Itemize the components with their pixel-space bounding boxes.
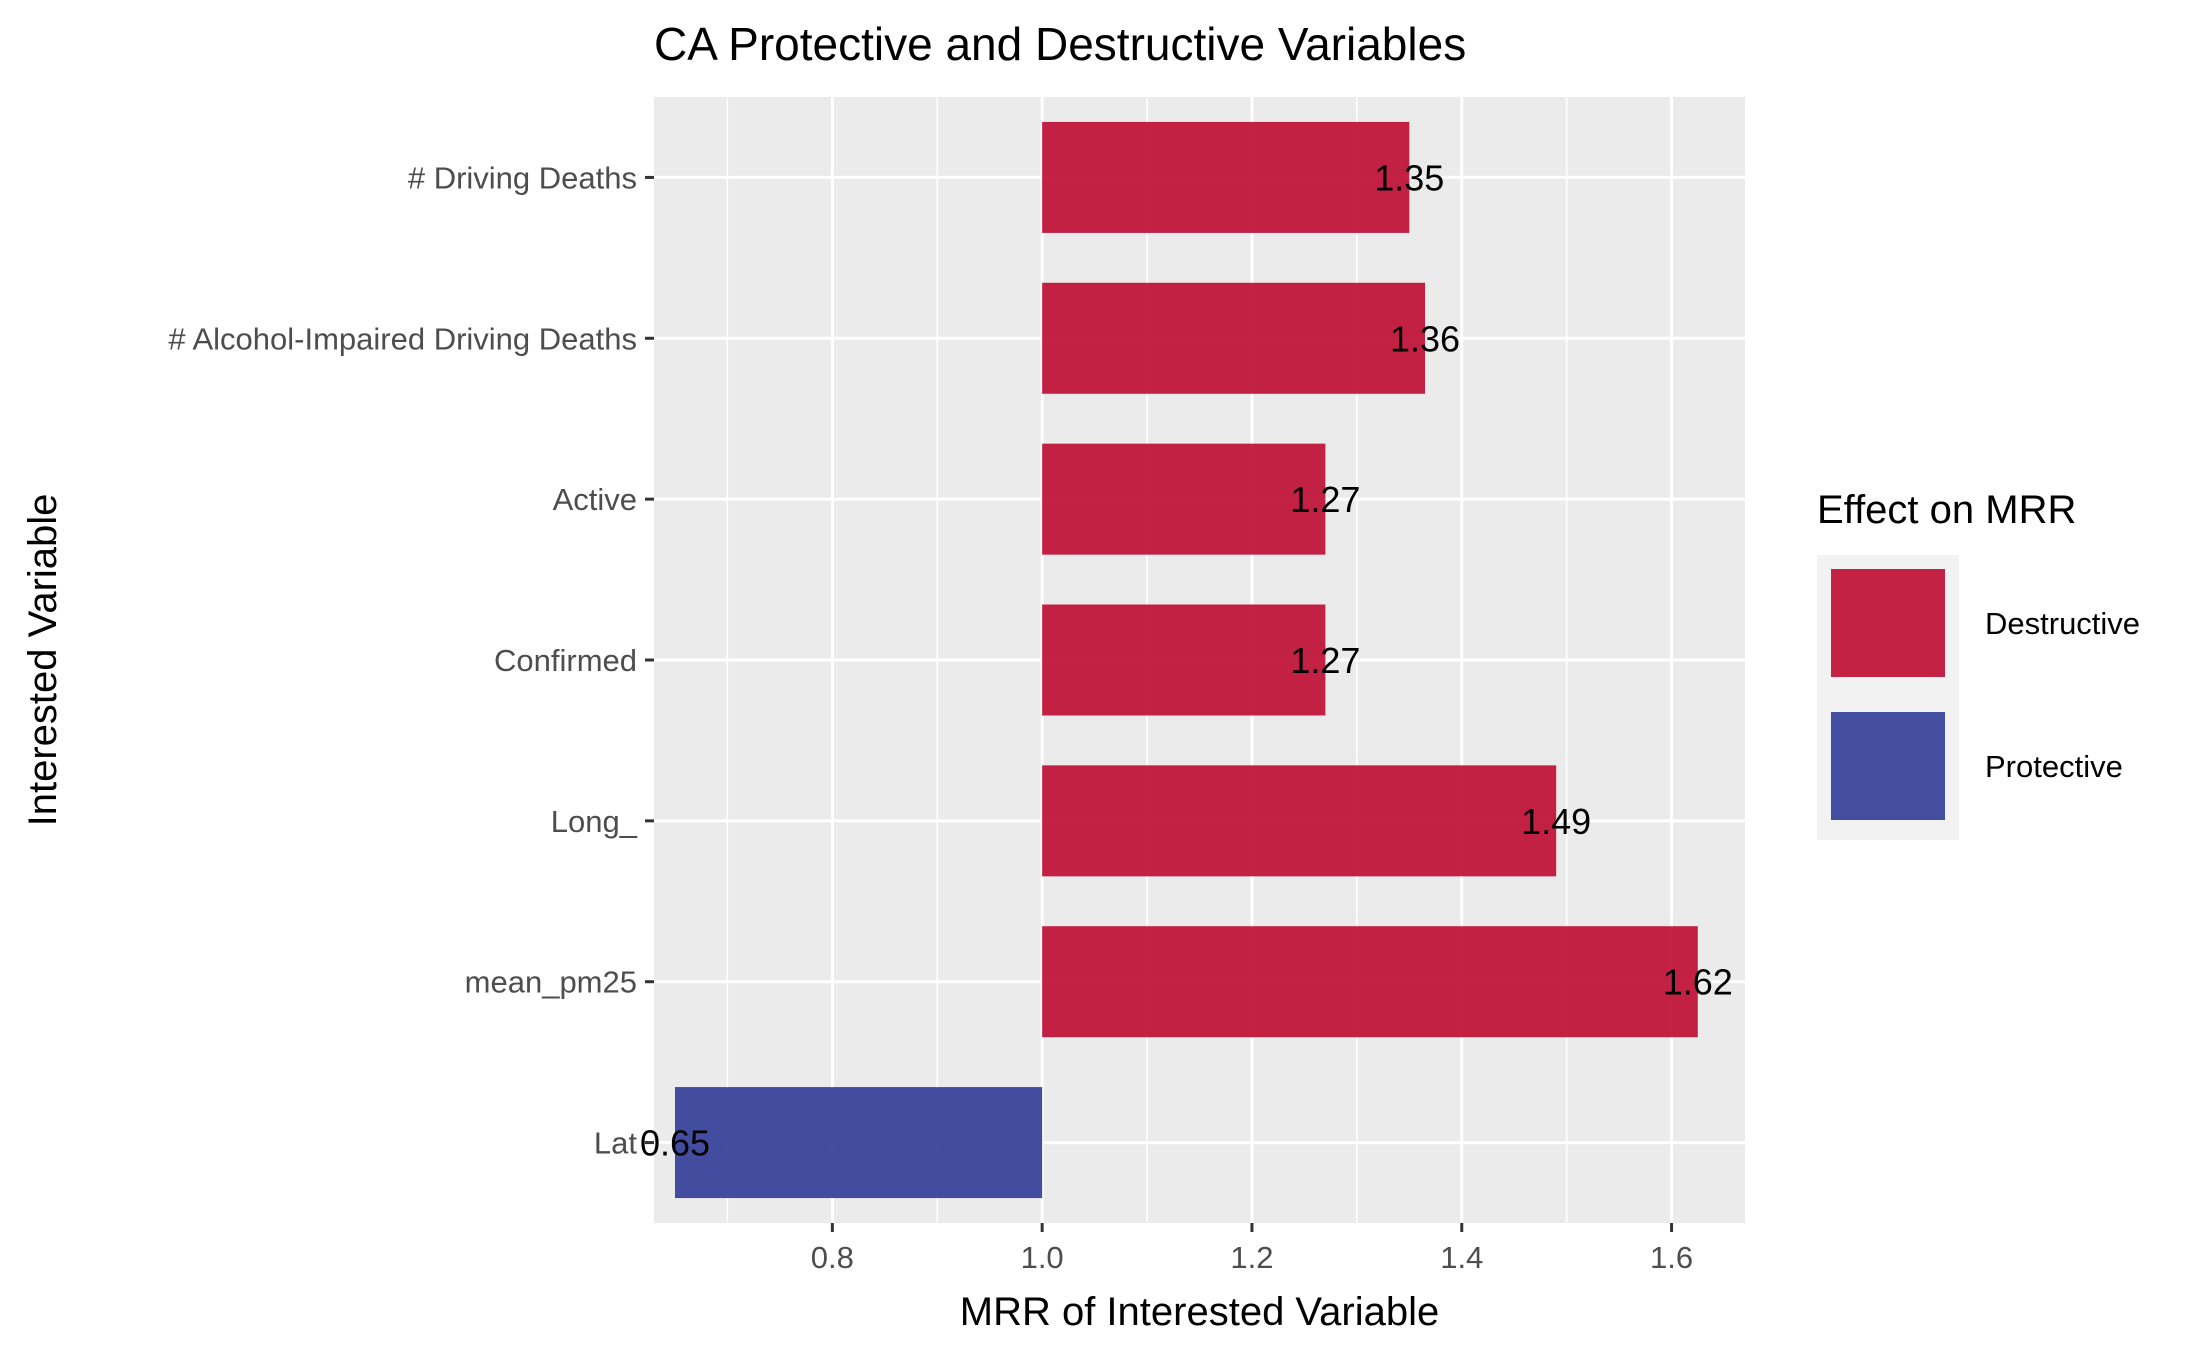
y-tick-label: # Alcohol-Impaired Driving Deaths (168, 321, 637, 356)
y-tick-label: Long_ (551, 804, 638, 839)
legend-title: Effect on MRR (1817, 488, 2076, 532)
x-tick-label: 1.4 (1440, 1240, 1483, 1275)
y-axis-title: Interested Variable (21, 494, 65, 827)
legend-label: Destructive (1985, 606, 2140, 641)
y-axis: # Driving Deaths # Alcohol-Impaired Drivi… (168, 160, 654, 1161)
x-tick-label: 1.6 (1650, 1240, 1693, 1275)
x-tick-label: 1.0 (1021, 1240, 1064, 1275)
bar (1042, 121, 1410, 233)
bar (1042, 926, 1698, 1038)
x-tick-label: 0.8 (811, 1240, 854, 1275)
y-tick-label: Confirmed (494, 643, 637, 678)
bar-value-label: 1.35 (1374, 157, 1444, 198)
y-tick-label: # Driving Deaths (408, 160, 637, 195)
bar-value-label: 1.49 (1521, 801, 1591, 842)
x-axis-title: MRR of Interested Variable (960, 1290, 1439, 1334)
x-tick-label: 1.2 (1230, 1240, 1273, 1275)
legend-key (1831, 569, 1945, 677)
bar-value-labels: 1.351.361.271.271.491.620.65 (640, 157, 1733, 1163)
bar-value-label: 1.36 (1390, 318, 1460, 359)
legend-key (1831, 712, 1945, 820)
legend-label: Protective (1985, 749, 2123, 784)
bars (674, 121, 1698, 1199)
x-axis: 0.8 1.0 1.2 1.4 1.6 (811, 1223, 1693, 1275)
y-tick-label: mean_pm25 (465, 965, 637, 1000)
bar (1042, 282, 1426, 394)
bar (674, 1087, 1043, 1199)
legend: Effect on MRR Destructive Protective (1817, 488, 2140, 840)
y-tick-label: Lat (594, 1126, 637, 1161)
bar (1042, 604, 1326, 716)
bar (1042, 443, 1326, 555)
y-tick-label: Active (553, 482, 637, 517)
bar-value-label: 1.27 (1290, 479, 1360, 520)
bar-value-label: 1.62 (1663, 962, 1733, 1003)
bar-value-label: 1.27 (1290, 640, 1360, 681)
bar (1042, 765, 1557, 877)
legend-entries: Destructive Protective (1831, 569, 2140, 820)
chart-title: CA Protective and Destructive Variables (654, 18, 1466, 70)
